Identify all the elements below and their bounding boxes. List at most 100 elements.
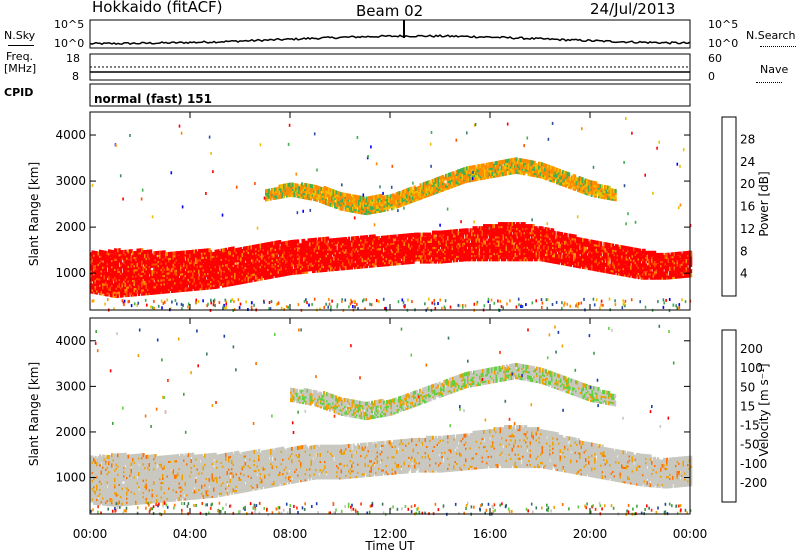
heatmap-cell — [99, 287, 102, 291]
heatmap-cell — [139, 269, 142, 274]
heatmap-cell — [408, 249, 411, 254]
heatmap-cell — [208, 266, 211, 271]
heatmap-cell — [186, 271, 189, 275]
heatmap-cell — [145, 270, 148, 275]
heatmap-cell — [139, 277, 142, 282]
heatmap-cell — [124, 258, 127, 262]
heatmap-cell — [523, 226, 526, 231]
heatmap-cell — [471, 238, 474, 243]
sky-panel-frame — [89, 19, 691, 49]
heatmap-cell — [388, 253, 391, 258]
heatmap-cell — [355, 256, 358, 261]
heatmap-cell — [540, 236, 543, 241]
heatmap-cell — [579, 237, 582, 242]
heatmap-cell — [115, 250, 118, 255]
heatmap-cell — [103, 285, 106, 290]
heatmap-cell — [544, 235, 547, 240]
heatmap-cell — [459, 245, 462, 250]
heatmap-cell — [127, 249, 130, 254]
heatmap-cell — [123, 256, 126, 261]
heatmap-cell — [514, 257, 517, 262]
heatmap-cell — [375, 261, 378, 266]
heatmap-cell — [364, 247, 367, 252]
heatmap-cell — [97, 253, 100, 258]
heatmap-cell — [526, 242, 529, 247]
heatmap-cell — [370, 263, 373, 268]
heatmap-cell — [324, 239, 327, 243]
heatmap-cell — [393, 253, 396, 258]
heatmap-cell — [367, 239, 370, 244]
heatmap-cell — [552, 230, 555, 235]
heatmap-cell — [352, 244, 355, 249]
heatmap-cell — [402, 244, 405, 249]
heatmap-cell — [205, 271, 208, 276]
heatmap-cell — [187, 275, 190, 279]
heatmap-cell — [255, 267, 258, 272]
heatmap-cell — [337, 254, 340, 259]
heatmap-cell — [426, 247, 429, 252]
heatmap-cell — [490, 234, 493, 239]
heatmap-cell — [220, 275, 223, 280]
heatmap-cell — [372, 244, 375, 249]
heatmap-cell — [339, 256, 342, 261]
heatmap-cell — [270, 252, 273, 256]
heatmap-cell — [378, 256, 381, 261]
heatmap-cell — [481, 236, 484, 241]
heatmap-cell — [517, 257, 520, 262]
heatmap-cell — [576, 249, 579, 254]
heatmap-cell — [312, 260, 315, 265]
heatmap-cell — [219, 278, 222, 282]
heatmap-cell — [519, 249, 522, 253]
heatmap-cell — [475, 255, 478, 260]
heatmap-cell — [420, 249, 423, 254]
heatmap-cell — [582, 244, 585, 249]
heatmap-cell — [397, 255, 400, 259]
heatmap-cell — [112, 293, 115, 298]
heatmap-cell — [480, 257, 483, 262]
heatmap-cell — [159, 288, 162, 292]
heatmap-cell — [501, 249, 504, 253]
heatmap-cell — [216, 272, 219, 277]
heatmap-cell — [250, 276, 253, 281]
heatmap-cell — [394, 251, 397, 256]
heatmap-cell — [256, 252, 259, 257]
heatmap-cell — [376, 261, 379, 266]
heatmap-cell — [588, 245, 591, 250]
heatmap-cell — [450, 250, 453, 255]
heatmap-cell — [153, 272, 156, 276]
heatmap-cell — [106, 273, 109, 278]
heatmap-cell — [123, 285, 126, 290]
heatmap-cell — [117, 248, 120, 253]
heatmap-cell — [268, 250, 271, 255]
heatmap-cell — [145, 278, 148, 283]
heatmap-cell — [247, 249, 250, 254]
heatmap-cell — [214, 262, 217, 267]
heatmap-cell — [193, 262, 196, 266]
heatmap-cell — [139, 254, 142, 259]
heatmap-cell — [225, 283, 228, 288]
heatmap-cell — [235, 270, 238, 275]
heatmap-cell — [529, 255, 532, 260]
heatmap-cell — [375, 240, 378, 245]
heatmap-cell — [228, 276, 231, 281]
heatmap-cell — [246, 275, 249, 280]
heatmap-cell — [150, 255, 153, 260]
heatmap-cell — [229, 261, 232, 266]
heatmap-cell — [447, 229, 450, 234]
heatmap-cell — [223, 262, 226, 267]
heatmap-cell — [355, 248, 358, 253]
heatmap-cell — [108, 280, 111, 285]
heatmap-cell — [240, 259, 243, 264]
heatmap-cell — [217, 261, 220, 266]
heatmap-cell — [391, 234, 394, 239]
heatmap-cell — [289, 271, 292, 276]
heatmap-cell — [231, 259, 234, 264]
heatmap-cell — [417, 232, 420, 237]
heatmap-cell — [424, 238, 427, 243]
heatmap-cell — [480, 234, 483, 239]
heatmap-cell — [526, 249, 529, 253]
heatmap-cell — [139, 289, 142, 294]
heatmap-cell — [270, 266, 273, 271]
heatmap-cell — [99, 272, 102, 277]
heatmap-cell — [321, 257, 324, 262]
